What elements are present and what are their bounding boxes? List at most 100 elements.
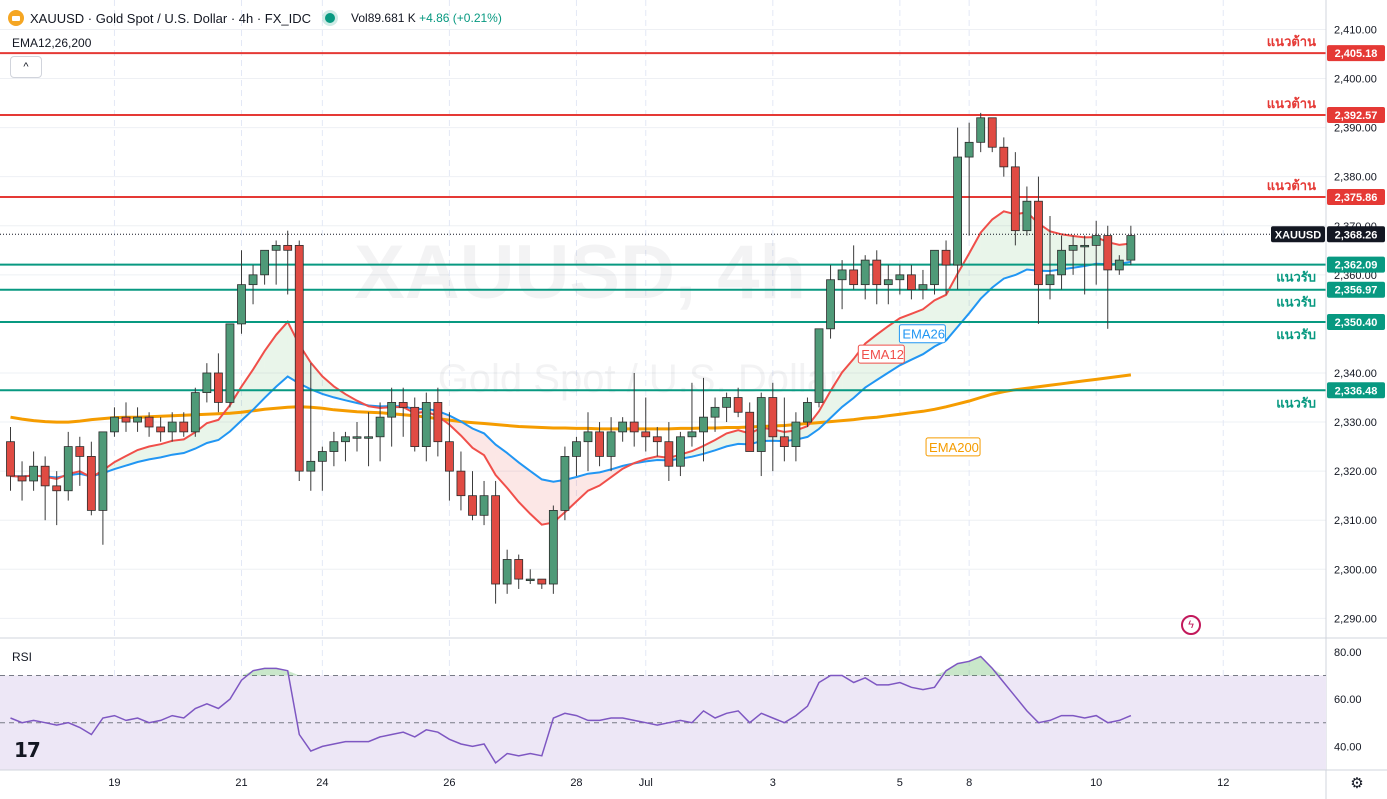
candle <box>583 412 593 472</box>
candle-body <box>629 421 639 433</box>
candle <box>976 112 986 153</box>
candle <box>468 471 477 521</box>
ema-cloud-segment <box>195 423 207 449</box>
ema-cloud-segment <box>842 358 854 407</box>
candle <box>213 353 223 413</box>
candle <box>456 451 466 511</box>
candle-body <box>283 244 293 251</box>
candle <box>433 387 443 457</box>
rsi-overbought-fill <box>969 656 981 676</box>
candle <box>225 323 235 408</box>
rsi-overbought-fill <box>980 656 993 676</box>
candle-body <box>202 372 212 394</box>
candle <box>75 436 85 486</box>
candle <box>606 417 616 472</box>
market-open-dot-icon <box>325 13 336 23</box>
tradingview-logo-icon[interactable]: 17 <box>14 738 41 762</box>
ema12-label-text: EMA12 <box>861 347 904 362</box>
support-note: แนวรับ <box>1276 295 1316 310</box>
candle <box>444 412 454 501</box>
rsi-title[interactable]: RSI <box>12 650 33 664</box>
candle-body <box>225 323 235 403</box>
candle <box>364 412 373 467</box>
candle <box>814 328 824 408</box>
flash-icon[interactable]: ϟ <box>1181 615 1201 635</box>
symbol-title[interactable]: XAUUSD · Gold Spot / U.S. Dollar · 4h · … <box>30 10 312 26</box>
candle-body <box>1103 235 1113 271</box>
price-tick: 2,300.00 <box>1334 564 1377 576</box>
candle <box>317 446 327 491</box>
candle <box>294 240 304 481</box>
candle-body <box>75 446 85 457</box>
candle-body <box>167 421 177 433</box>
candle <box>1045 215 1055 300</box>
candle <box>421 392 431 462</box>
candle <box>872 250 882 305</box>
candle-body <box>930 249 939 286</box>
candle-body <box>1057 249 1066 276</box>
price-level-tag-text: 2,350.40 <box>1335 317 1378 329</box>
price-level-tag <box>1327 313 1385 330</box>
rsi-tick: 80.00 <box>1334 647 1362 659</box>
candle-body <box>768 397 778 438</box>
candle-body <box>260 249 270 276</box>
candle <box>791 412 801 462</box>
symbol-tag <box>1271 226 1325 243</box>
candle <box>375 402 385 462</box>
candle-body <box>895 274 905 281</box>
price-level-tag-text: 2,336.48 <box>1335 385 1378 397</box>
candle-body <box>652 436 662 443</box>
candle <box>618 417 628 442</box>
candle <box>641 397 651 452</box>
ema-cloud-segment <box>530 471 542 525</box>
price-tick: 2,390.00 <box>1334 123 1377 135</box>
ema-cloud-segment <box>484 433 496 476</box>
candle-body <box>479 495 489 516</box>
candle <box>110 407 119 437</box>
candle-body <box>883 279 893 286</box>
chart-header: XAUUSD · Gold Spot / U.S. Dollar · 4h · … <box>8 8 502 28</box>
candle <box>560 446 570 521</box>
candle-body <box>86 456 96 511</box>
last-price-tag <box>1327 226 1385 243</box>
candle <box>398 387 408 437</box>
candle <box>352 422 362 452</box>
volume-readout: Vol89.681 K +4.86 (+0.21%) <box>351 11 502 25</box>
candle-body <box>872 259 882 286</box>
indicator-legend[interactable]: EMA12,26,200 <box>12 36 92 50</box>
candle <box>687 382 697 447</box>
rsi-overbought-fill <box>253 668 265 676</box>
ema-cloud-segment <box>969 232 981 314</box>
time-tick: 3 <box>770 777 776 789</box>
ema26-label: EMA26 <box>898 324 946 344</box>
watermark-name: Gold Spot / U.S. Dollar <box>438 357 843 401</box>
candle-body <box>699 416 708 433</box>
rsi-overbought-fill <box>946 663 958 676</box>
candle <box>1034 176 1043 324</box>
rsi-tick: 60.00 <box>1334 694 1362 706</box>
candle <box>86 441 96 516</box>
candle <box>572 436 581 477</box>
candle <box>548 505 558 594</box>
candle <box>756 392 766 477</box>
gear-icon[interactable]: ⚙ <box>1350 775 1364 792</box>
candle <box>1091 220 1101 285</box>
candle-body <box>722 397 731 408</box>
candle-body <box>133 416 142 423</box>
candle <box>1103 225 1113 329</box>
collapse-legend-button[interactable]: ^ <box>10 56 42 78</box>
candle-body <box>341 436 350 443</box>
volume-value: 89.681 K <box>367 11 416 25</box>
candle-body <box>618 421 628 433</box>
candle <box>895 265 905 295</box>
rsi-overbought-fill <box>287 670 300 676</box>
candle-body <box>1091 235 1101 246</box>
candle-body <box>606 431 616 457</box>
candle-body <box>710 406 720 418</box>
candle <box>502 549 512 594</box>
rsi-line <box>10 655 1132 765</box>
candle <box>1068 235 1078 275</box>
candle-body <box>976 117 986 143</box>
support-note: แนวรับ <box>1276 395 1316 410</box>
